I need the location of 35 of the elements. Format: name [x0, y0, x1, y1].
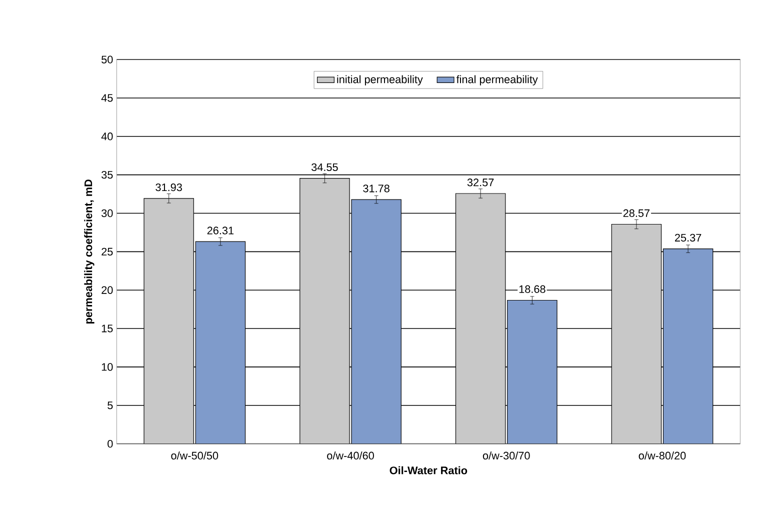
bar	[195, 241, 246, 444]
data-label: 18.68	[519, 285, 546, 293]
y-tick-label: 20	[102, 286, 113, 294]
data-label: 31.93	[156, 183, 182, 192]
data-label: 34.55	[312, 163, 338, 171]
y-tick-label: 10	[102, 362, 113, 371]
x-tick-label: o/w-80/20	[638, 451, 686, 460]
y-tick-label: 40	[101, 132, 113, 140]
x-axis-title: Oil-Water Ratio	[390, 466, 468, 474]
data-label: 28.57	[623, 209, 650, 217]
y-tick-label: 50	[102, 56, 113, 64]
y-tick-label: 35	[102, 170, 113, 179]
legend-label: initial permeability	[337, 75, 423, 86]
bar	[351, 199, 402, 444]
bar	[662, 248, 714, 444]
y-tick-label: 15	[102, 324, 113, 332]
data-label: 32.57	[467, 178, 494, 186]
data-label: 25.37	[675, 234, 702, 242]
bar	[300, 178, 350, 444]
x-tick-label: o/w-50/50	[171, 451, 218, 460]
y-tick-label: 5	[108, 401, 113, 410]
legend-label: final permeability	[456, 75, 538, 86]
data-label: 31.78	[363, 184, 390, 192]
y-tick-label: 30	[102, 209, 113, 217]
x-tick-label: o/w-30/70	[482, 451, 530, 460]
y-tick-label: 45	[101, 94, 113, 102]
y-axis-title: permeability coefficient, mD	[84, 179, 94, 324]
bar	[455, 193, 506, 444]
bar	[507, 300, 558, 444]
y-tick-label: 0	[108, 440, 113, 448]
y-tick-label: 25	[102, 248, 113, 256]
x-tick-label: o/w-40/60	[327, 451, 374, 460]
bar	[144, 198, 194, 444]
data-label: 26.31	[207, 226, 234, 234]
bar	[611, 224, 662, 444]
